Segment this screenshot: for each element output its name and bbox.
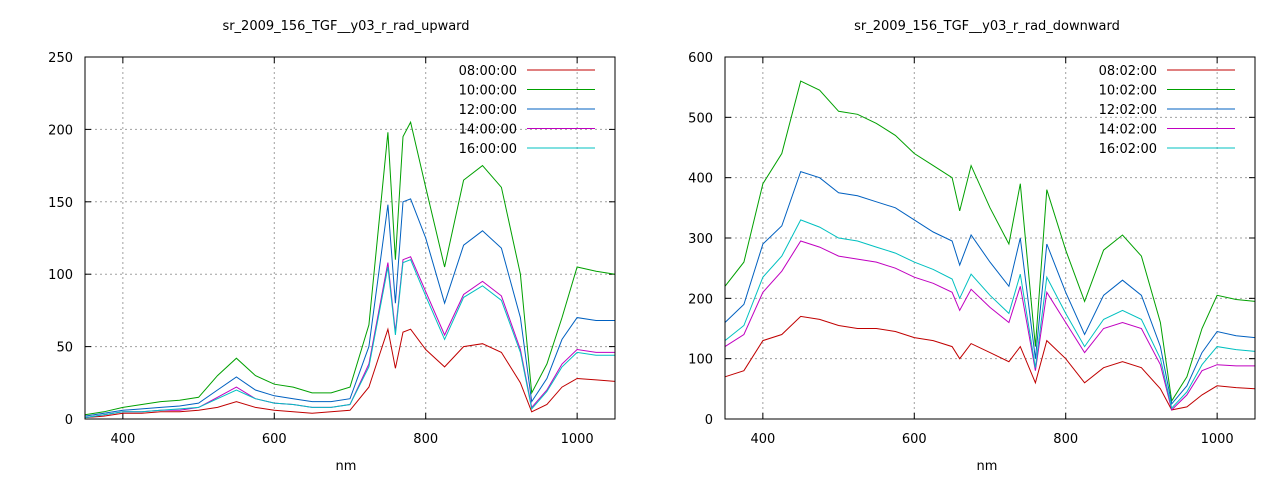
x-tick-label: 800 [1053,432,1078,447]
y-tick-label: 50 [56,341,73,356]
plot-frame [84,56,616,420]
x-axis-label: nm [336,459,357,474]
chart-2: sr_2009_156_TGF__y03_r_rad_downward 400 60… [688,19,1256,474]
series-line-08:00:00 [84,327,616,419]
series-line-12:02:00 [724,170,1256,406]
legend-label: 08:00:00 [459,64,517,79]
legend-label: 08:02:00 [1099,64,1157,79]
y-tick-label: 200 [48,123,73,138]
series-line-14:00:00 [84,256,615,419]
x-axis-label: nm [977,459,998,474]
series-line-16:00:00 [84,259,615,419]
series-line-12:00:00 [84,198,615,417]
y-tick-label: 150 [48,196,73,211]
chart-title: sr_2009_156_TGF__y03_r_rad_downward [854,19,1120,34]
plot-frame [724,56,1256,420]
series-line-08:02:00 [724,315,1256,411]
x-tick-label: 400 [110,432,135,447]
legend-label: 12:02:00 [1099,103,1157,118]
y-tick-label: 200 [688,292,713,307]
legend-label: 10:02:00 [1099,84,1157,99]
legend-label: 16:00:00 [459,142,517,157]
x-tick-label: 800 [413,432,438,447]
series-line-10:00:00 [84,120,616,416]
y-tick-label: 100 [48,268,73,283]
y-tick-label: 0 [705,413,713,428]
series-line-10:02:00 [724,80,1256,403]
legend-label: 14:00:00 [459,123,517,138]
y-tick-label: 600 [688,51,713,66]
y-tick-label: 300 [688,232,713,247]
y-tick-label: 100 [688,353,713,368]
y-tick-label: 500 [688,111,713,126]
series-line-14:02:00 [724,240,1255,411]
x-tick-label: 1000 [1201,432,1234,447]
chart-1: sr_2009_156_TGF__y03_r_rad_upward 400 600 8… [48,19,616,474]
y-tick-label: 250 [48,51,73,66]
legend-label: 14:02:00 [1099,123,1157,138]
y-tick-label: 400 [688,172,713,187]
series-line-16:02:00 [724,219,1256,410]
x-tick-label: 400 [750,432,775,447]
x-tick-label: 1000 [561,432,594,447]
x-tick-label: 600 [902,432,927,447]
y-tick-label: 0 [65,413,73,428]
chart-title: sr_2009_156_TGF__y03_r_rad_upward [222,19,469,34]
x-tick-label: 600 [262,432,287,447]
legend-label: 12:00:00 [459,103,517,118]
legend-label: 16:02:00 [1099,142,1157,157]
legend-label: 10:00:00 [459,84,517,99]
